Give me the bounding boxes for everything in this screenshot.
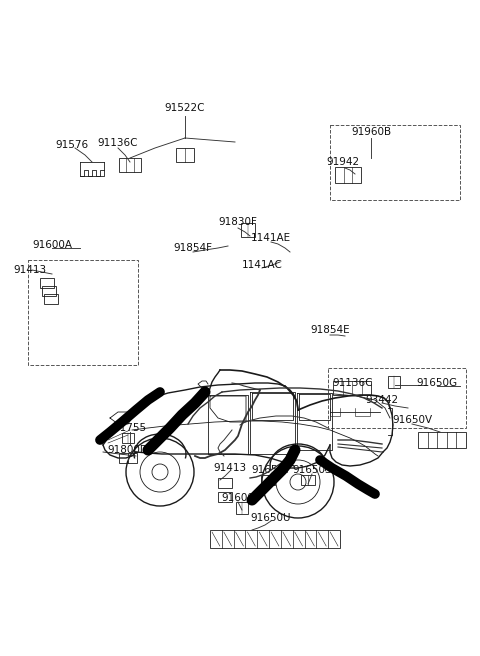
Text: 91650U: 91650U [251, 513, 291, 523]
Text: 91650V: 91650V [392, 415, 432, 425]
Bar [418, 432, 466, 448]
Bar [122, 433, 134, 443]
Text: 91413: 91413 [214, 463, 247, 473]
Text: 93442: 93442 [365, 395, 398, 405]
Bar [42, 286, 56, 296]
Bar [328, 368, 466, 428]
Bar [335, 167, 361, 183]
Text: 91600: 91600 [222, 493, 254, 503]
Bar [218, 478, 232, 488]
Bar [218, 492, 232, 502]
Text: 91413: 91413 [13, 265, 47, 275]
Bar [210, 530, 340, 548]
Bar [388, 376, 400, 388]
Text: 91800D: 91800D [108, 445, 148, 455]
Bar [28, 260, 138, 365]
Bar [241, 223, 255, 237]
Text: 91522C: 91522C [165, 103, 205, 113]
Text: 91650G: 91650G [417, 378, 457, 388]
Bar [119, 453, 137, 463]
Text: 91650S: 91650S [292, 465, 332, 475]
Text: 1141AE: 1141AE [251, 233, 291, 243]
Bar [301, 475, 315, 485]
Text: 91136C: 91136C [333, 378, 373, 388]
Text: 1141AC: 1141AC [241, 260, 282, 270]
Text: 91854E: 91854E [310, 325, 350, 335]
Bar [176, 148, 194, 162]
Text: 91576: 91576 [55, 140, 89, 150]
Bar [261, 475, 275, 485]
Text: 91960B: 91960B [351, 127, 391, 137]
Text: 91650T: 91650T [252, 465, 290, 475]
Text: 91600A: 91600A [32, 240, 72, 250]
Text: 91854F: 91854F [173, 243, 213, 253]
Bar [333, 381, 371, 395]
Text: 91136C: 91136C [98, 138, 138, 148]
Bar [236, 502, 248, 514]
Bar [119, 158, 141, 172]
Text: 91830F: 91830F [218, 217, 257, 227]
Bar [40, 278, 54, 288]
Bar [44, 294, 58, 304]
Bar [330, 125, 460, 200]
Text: 71755: 71755 [113, 423, 146, 433]
Text: 91942: 91942 [326, 157, 360, 167]
